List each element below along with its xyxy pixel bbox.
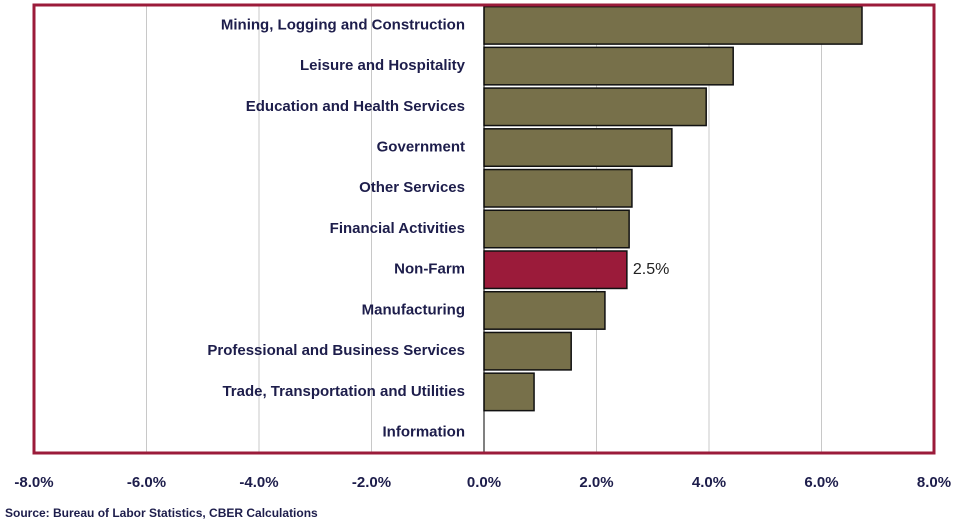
- bar: [483, 46, 734, 86]
- x-tick-label: -4.0%: [239, 474, 278, 491]
- category-label: Professional and Business Services: [207, 342, 465, 359]
- x-tick-label: 0.0%: [467, 474, 501, 491]
- x-tick-label: 8.0%: [917, 474, 951, 491]
- bar: [483, 331, 572, 371]
- category-label: Other Services: [359, 179, 465, 196]
- bar: [483, 372, 535, 412]
- bar: [483, 290, 606, 330]
- x-tick-label: -8.0%: [14, 474, 53, 491]
- bar: [483, 168, 633, 208]
- category-label: Leisure and Hospitality: [300, 57, 466, 74]
- x-tick-label: -2.0%: [352, 474, 391, 491]
- category-label: Information: [383, 424, 466, 441]
- category-label: Non-Farm: [394, 261, 465, 278]
- bar: [483, 128, 673, 168]
- x-tick-label: 4.0%: [692, 474, 726, 491]
- category-label: Manufacturing: [362, 301, 465, 318]
- x-tick-label: 2.0%: [579, 474, 613, 491]
- category-label: Education and Health Services: [246, 98, 465, 115]
- bar: [483, 5, 863, 45]
- bar: [483, 209, 630, 249]
- x-tick-label: 6.0%: [804, 474, 838, 491]
- plot-frame: [32, 3, 936, 455]
- value-label: 2.5%: [633, 261, 669, 278]
- bar: [483, 87, 707, 127]
- x-tick-label: -6.0%: [127, 474, 166, 491]
- source-note: Source: Bureau of Labor Statistics, CBER…: [5, 506, 318, 520]
- category-label: Mining, Logging and Construction: [221, 16, 465, 33]
- category-label: Government: [377, 139, 465, 156]
- bar: [483, 250, 628, 290]
- category-label: Trade, Transportation and Utilities: [222, 383, 465, 400]
- category-label: Financial Activities: [330, 220, 465, 237]
